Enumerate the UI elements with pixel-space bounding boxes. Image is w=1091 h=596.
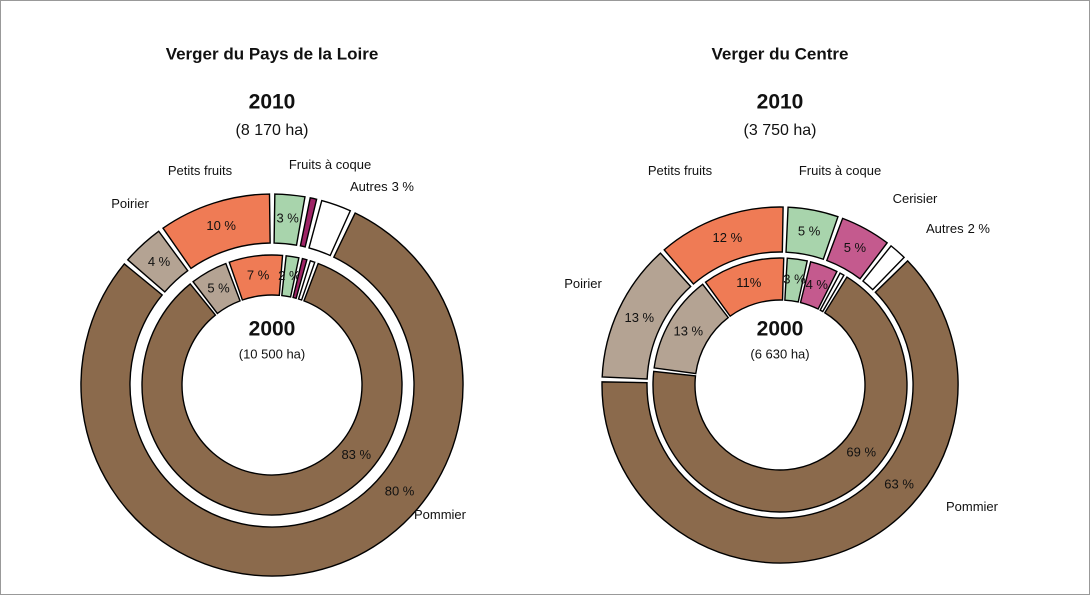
value-label: 10 % — [206, 218, 236, 233]
value-label: 2 % — [968, 221, 991, 236]
category-label: Pommier — [414, 507, 467, 522]
ring-year: 2000 — [757, 318, 804, 341]
category-name: Fruits à coque — [799, 163, 881, 178]
value-label: 3 % — [392, 179, 415, 194]
value-label: 83 % — [341, 447, 371, 462]
ring-year: 2010 — [249, 91, 296, 114]
slice — [273, 193, 306, 246]
value-label: 11% — [736, 275, 761, 290]
slice — [652, 276, 908, 513]
value-label: 13 % — [624, 310, 654, 325]
value-label: 7 % — [247, 267, 270, 282]
category-label: Cerisier — [893, 191, 938, 206]
ring-year: 2010 — [757, 91, 804, 114]
slice — [799, 260, 838, 310]
chart-title: Verger du Pays de la Loire — [166, 44, 379, 63]
value-label: 4 % — [148, 254, 171, 269]
category-label: Petits fruits — [168, 163, 233, 178]
value-label: 12 % — [713, 230, 743, 245]
slice — [126, 230, 189, 293]
slice — [704, 257, 785, 318]
value-label: 4 % — [806, 277, 829, 292]
category-name: Autres — [926, 221, 964, 236]
slice — [825, 217, 889, 280]
slice — [297, 259, 316, 301]
slice — [228, 254, 284, 301]
value-label: 80 % — [385, 483, 415, 498]
category-label: Poirier — [564, 276, 602, 291]
category-label: Petits fruits — [648, 163, 713, 178]
slice — [192, 262, 241, 315]
category-name: Petits fruits — [168, 163, 233, 178]
ring-area: (8 170 ha) — [236, 122, 309, 139]
slice — [601, 259, 959, 564]
value-label: 5 % — [798, 224, 821, 239]
category-label: Autres 2 % — [926, 221, 990, 236]
chart-title: Verger du Centre — [712, 44, 849, 63]
category-label: Pommier — [946, 499, 999, 514]
value-label: 2 % — [278, 268, 301, 283]
value-label: 3 % — [276, 211, 299, 226]
category-name: Poirier — [111, 196, 149, 211]
slice — [653, 283, 730, 375]
slice — [784, 257, 809, 303]
category-name: Pommier — [414, 507, 467, 522]
value-label: 5 % — [844, 240, 867, 255]
category-label: Fruits à coque — [289, 157, 371, 172]
slice — [663, 206, 784, 286]
category-name: Autres — [350, 179, 388, 194]
slice — [281, 255, 300, 298]
value-label: 5 % — [207, 280, 230, 295]
category-name: Poirier — [564, 276, 602, 291]
value-label: 13 % — [673, 323, 703, 338]
slice — [80, 212, 464, 577]
category-label: Autres 3 % — [350, 179, 414, 194]
category-name: Petits fruits — [648, 163, 713, 178]
slice — [819, 272, 845, 313]
category-name: Fruits à coque — [289, 157, 371, 172]
slice — [861, 244, 906, 291]
slice — [292, 257, 308, 300]
ring-area: (6 630 ha) — [750, 346, 809, 361]
ring-year: 2000 — [249, 318, 296, 341]
slice — [785, 206, 839, 261]
category-label: Fruits à coque — [799, 163, 881, 178]
ring-area: (3 750 ha) — [744, 122, 817, 139]
value-label: 3 % — [783, 271, 806, 286]
value-label: 69 % — [846, 445, 876, 460]
category-name: Pommier — [946, 499, 999, 514]
slice — [162, 193, 271, 270]
slice — [308, 199, 352, 257]
slice — [299, 197, 318, 248]
category-name: Cerisier — [893, 191, 938, 206]
slice — [141, 262, 403, 516]
value-label: 63 % — [884, 476, 914, 491]
slice — [601, 252, 692, 380]
category-label: Poirier — [111, 196, 149, 211]
ring-area: (10 500 ha) — [239, 346, 306, 361]
